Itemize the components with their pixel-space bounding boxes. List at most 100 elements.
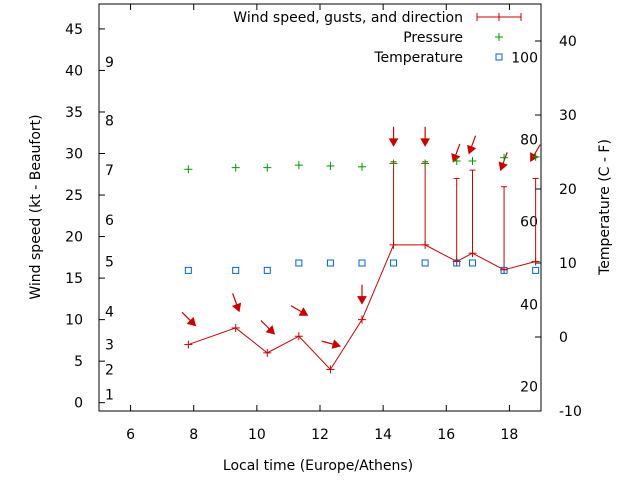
wind-speed-point xyxy=(263,348,272,357)
temperature-point xyxy=(453,259,461,267)
temperature-point xyxy=(326,259,334,267)
y-left-tick-label: 0 xyxy=(74,396,83,412)
pressure-point xyxy=(326,161,335,170)
wind-direction-arrow xyxy=(231,293,242,313)
arrow-head xyxy=(231,302,242,313)
fahrenheit-label: 20 xyxy=(520,380,538,396)
y-axis-right-label: Temperature (C - F) xyxy=(597,139,613,276)
wind-speed-point xyxy=(531,257,540,266)
plot-frame xyxy=(98,3,542,412)
pressure-point xyxy=(468,156,477,165)
y-left-tick-label: 35 xyxy=(65,105,83,121)
pressure-point xyxy=(421,159,430,168)
x-tick-label: 12 xyxy=(311,427,329,443)
temperature-point xyxy=(532,266,540,274)
beaufort-label: 5 xyxy=(105,254,114,270)
wind-speed-point xyxy=(184,340,193,349)
wind-speed-line xyxy=(188,244,536,371)
wind-speed-point xyxy=(389,240,398,249)
wind-direction-arrow xyxy=(321,339,342,349)
wind-direction-arrow xyxy=(467,135,477,155)
y-right-tick-label: 0 xyxy=(559,330,568,346)
arrow-head xyxy=(388,138,399,147)
wind-speed-point xyxy=(326,365,335,374)
arrow-head xyxy=(357,296,367,305)
fahrenheit-label: 80 xyxy=(520,132,538,148)
x-tick-label: 10 xyxy=(248,427,266,443)
x-tick-label: 14 xyxy=(374,427,392,443)
beaufort-label: 3 xyxy=(105,338,114,354)
x-tick-label: 6 xyxy=(126,427,135,443)
temperature-point xyxy=(421,259,429,267)
temperature-point xyxy=(263,266,271,274)
pressure-point xyxy=(263,163,272,172)
y-left-tick-label: 20 xyxy=(65,230,83,246)
wind-direction-arrow xyxy=(420,126,430,147)
y-right-tick-label: 40 xyxy=(559,34,577,50)
wind-direction-arrow xyxy=(388,126,399,147)
x-tick-label: 16 xyxy=(437,427,455,443)
wind-direction-arrow xyxy=(498,152,508,172)
temperature-point xyxy=(295,259,303,267)
pressure-point xyxy=(231,163,240,172)
y-right-tick-label: -10 xyxy=(559,404,582,420)
wind-speed-point xyxy=(468,249,477,258)
wind-speed-point xyxy=(294,332,303,341)
arrow-head xyxy=(298,307,309,316)
arrow-head xyxy=(420,138,430,147)
beaufort-label: 6 xyxy=(105,213,114,229)
beaufort-label: 1 xyxy=(105,387,114,403)
y-left-tick-label: 15 xyxy=(65,271,83,287)
temperature-point xyxy=(184,266,192,274)
arrow-head xyxy=(467,144,477,155)
legend-swatch-temperature xyxy=(495,53,503,61)
pressure-point xyxy=(531,152,540,161)
temperature-point xyxy=(358,259,366,267)
beaufort-label: 2 xyxy=(105,362,114,378)
beaufort-label: 9 xyxy=(105,55,114,71)
legend-label-pressure: Pressure xyxy=(403,30,463,46)
wind-direction-arrow xyxy=(181,311,197,327)
legend-label-wind: Wind speed, gusts, and direction xyxy=(233,10,463,26)
pressure-point xyxy=(389,159,398,168)
x-tick-label: 8 xyxy=(189,427,198,443)
legend: Wind speed, gusts, and direction Pressure… xyxy=(233,10,522,66)
temperature-point xyxy=(500,266,508,274)
wind-direction-arrow xyxy=(357,284,367,305)
y-left-tick-label: 5 xyxy=(74,354,83,370)
temperature-point xyxy=(390,259,398,267)
y-right-tick-label: 10 xyxy=(559,256,577,272)
arrow-head xyxy=(451,153,461,163)
pressure-point xyxy=(452,156,461,165)
y-left-tick-label: 45 xyxy=(65,22,83,38)
beaufort-label: 7 xyxy=(105,163,114,179)
temperature-point xyxy=(232,266,240,274)
y-left-tick-label: 40 xyxy=(65,63,83,79)
y-right-tick-label: 20 xyxy=(559,182,577,198)
y-left-tick-label: 10 xyxy=(65,313,83,329)
wind-speed-point xyxy=(421,240,430,249)
arrow-head xyxy=(186,316,197,327)
wind-direction-arrow xyxy=(260,320,276,335)
wind-direction-arrow xyxy=(290,305,309,316)
pressure-point xyxy=(357,162,366,171)
x-axis-label: Local time (Europe/Athens) xyxy=(223,458,413,474)
fahrenheit-label: 40 xyxy=(520,297,538,313)
arrow-head xyxy=(265,325,276,335)
temperature-point xyxy=(468,259,476,267)
wind-speed-point xyxy=(231,323,240,332)
pressure-point xyxy=(500,153,509,162)
y-axis-left-label: Wind speed (kt - Beaufort) xyxy=(28,114,44,299)
x-tick-label: 18 xyxy=(501,427,519,443)
arrow-head xyxy=(331,339,342,349)
pressure-point xyxy=(294,161,303,170)
beaufort-label: 4 xyxy=(105,304,114,320)
pressure-point xyxy=(184,165,193,174)
beaufort-label: 8 xyxy=(105,113,114,129)
wind-speed-point xyxy=(357,315,366,324)
arrow-head xyxy=(498,161,508,172)
y-left-tick-label: 30 xyxy=(65,147,83,163)
fahrenheit-label: 100 xyxy=(511,50,538,66)
legend-label-temperature: Temperature xyxy=(373,50,463,66)
